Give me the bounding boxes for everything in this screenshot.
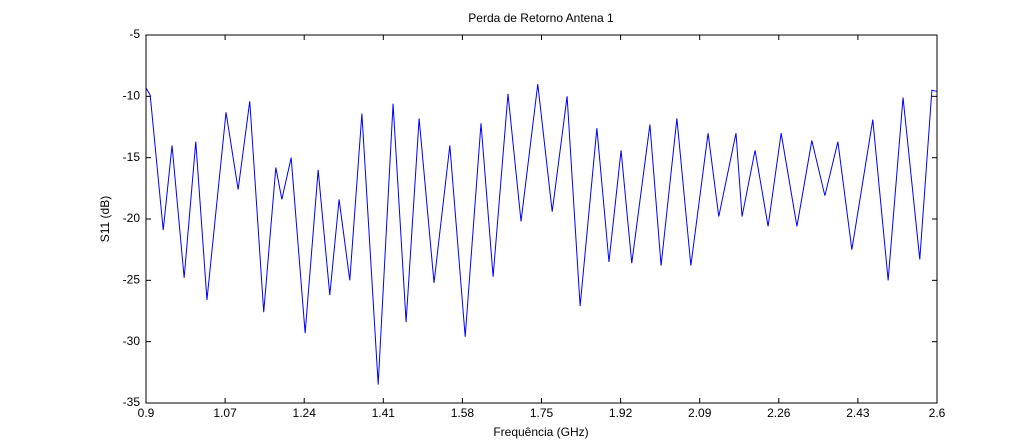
x-tick-label: 1.07 — [213, 406, 237, 420]
x-tick-label: 2.6 — [929, 406, 946, 420]
plot-area — [146, 35, 937, 403]
x-tick-label: 2.09 — [688, 406, 712, 420]
data-line — [145, 84, 938, 385]
x-tick-label: 1.92 — [609, 406, 633, 420]
y-tick-label: -5 — [129, 27, 140, 41]
x-tick-label: 1.41 — [372, 406, 396, 420]
y-tick-label: -30 — [123, 334, 141, 348]
y-axis-label: S11 (dB) — [98, 196, 112, 242]
x-tick-label: 1.24 — [293, 406, 317, 420]
y-tick-label: -10 — [123, 89, 141, 103]
x-tick-label: 2.43 — [846, 406, 870, 420]
x-tick-label: 1.75 — [530, 406, 554, 420]
y-tick-label: -20 — [123, 211, 141, 225]
x-tick-label: 1.58 — [451, 406, 475, 420]
x-tick-label: 0.9 — [138, 406, 155, 420]
x-axis-label: Frequência (GHz) — [493, 425, 588, 439]
y-tick-label: -25 — [123, 273, 141, 287]
y-tick-label: -35 — [123, 395, 141, 409]
x-tick-label: 2.26 — [767, 406, 791, 420]
plot-frame — [145, 34, 938, 404]
y-tick-label: -15 — [123, 150, 141, 164]
chart-title: Perda de Retorno Antena 1 — [468, 11, 614, 25]
